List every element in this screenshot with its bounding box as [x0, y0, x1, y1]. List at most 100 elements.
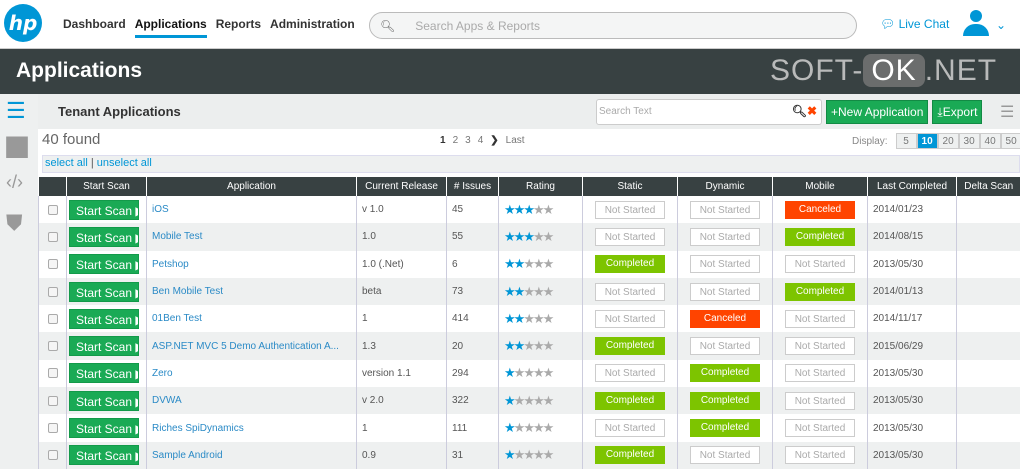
static-status[interactable]: Not Started — [595, 309, 665, 328]
column-header-mobile[interactable]: Mobile — [772, 177, 868, 196]
application-link[interactable]: 01Ben Test — [146, 305, 357, 333]
static-status[interactable]: Completed — [595, 337, 665, 356]
row-checkbox[interactable] — [47, 450, 58, 461]
text-search-input[interactable]: Search Text 🔍︎✖ — [596, 99, 822, 125]
mobile-status[interactable]: Canceled — [785, 200, 855, 219]
live-chat-link[interactable]: 💬︎ Live Chat — [880, 17, 949, 31]
page-3[interactable]: 3 — [465, 135, 471, 146]
row-checkbox[interactable] — [47, 423, 58, 434]
mobile-status[interactable]: Not Started — [785, 309, 855, 328]
column-header-static[interactable]: Static — [582, 177, 678, 196]
nav-dashboard[interactable]: Dashboard — [63, 17, 126, 31]
application-link[interactable]: DVWA — [146, 387, 357, 415]
nav-reports[interactable]: Reports — [215, 17, 262, 31]
code-file-icon[interactable]: ‹/› — [6, 172, 23, 192]
start-scan-button[interactable]: Start Scan ▶ — [69, 254, 139, 275]
static-status[interactable]: Not Started — [595, 200, 665, 219]
dynamic-status[interactable]: Not Started — [690, 200, 760, 219]
hamburger-icon[interactable]: ☰ — [1000, 104, 1015, 121]
display-10[interactable]: 10 — [916, 133, 938, 149]
static-status[interactable]: Not Started — [595, 364, 665, 383]
page-4[interactable]: 4 — [477, 135, 484, 146]
application-link[interactable]: Ben Mobile Test — [146, 277, 357, 306]
application-link[interactable]: iOS — [146, 196, 357, 224]
new-application-button[interactable]: +New Application — [826, 100, 929, 124]
column-header-start-scan[interactable]: Start Scan — [66, 177, 147, 196]
application-link[interactable]: ASP.NET MVC 5 Demo Authentication A... — [146, 332, 357, 360]
column-header-delta-scan[interactable]: Delta Scan — [956, 177, 1020, 196]
display-40[interactable]: 40 — [979, 133, 1001, 149]
start-scan-button[interactable]: Start Scan ▶ — [69, 226, 139, 247]
mobile-status[interactable]: Not Started — [785, 391, 855, 410]
shield-icon[interactable]: ⛊ — [6, 210, 23, 235]
export-button[interactable]: ⤓Export — [932, 100, 983, 124]
static-status[interactable]: Not Started — [595, 282, 665, 301]
column-header--issues[interactable]: # Issues — [446, 177, 499, 196]
start-scan-button[interactable]: Start Scan ▶ — [69, 308, 139, 329]
cubes-icon[interactable]: ⬛︎ — [6, 134, 29, 159]
static-status[interactable]: Completed — [595, 446, 665, 465]
row-checkbox[interactable] — [47, 368, 58, 379]
display-20[interactable]: 20 — [937, 133, 959, 149]
nav-applications[interactable]: Applications — [134, 17, 207, 38]
column-header-rating[interactable]: Rating — [498, 177, 583, 196]
page-2[interactable]: 2 — [452, 135, 459, 146]
row-checkbox[interactable] — [47, 341, 58, 352]
row-checkbox[interactable] — [47, 204, 58, 215]
mobile-status[interactable]: Not Started — [785, 446, 855, 465]
global-search-input[interactable]: 🔍︎ Search Apps & Reports — [369, 12, 857, 39]
dynamic-status[interactable]: Completed — [690, 391, 760, 410]
start-scan-button[interactable]: Start Scan ▶ — [69, 445, 139, 466]
dynamic-status[interactable]: Not Started — [690, 227, 760, 246]
page-1[interactable]: 1 — [440, 135, 446, 146]
start-scan-button[interactable]: Start Scan ▶ — [69, 390, 139, 411]
dynamic-status[interactable]: Completed — [690, 419, 760, 438]
start-scan-button[interactable]: Start Scan ▶ — [69, 418, 139, 439]
row-checkbox[interactable] — [47, 259, 58, 270]
dynamic-status[interactable]: Not Started — [690, 282, 760, 301]
static-status[interactable]: Completed — [595, 391, 665, 410]
mobile-status[interactable]: Not Started — [785, 337, 855, 356]
mobile-status[interactable]: Not Started — [785, 255, 855, 274]
search-icon[interactable]: 🔍︎ — [791, 104, 807, 118]
column-header-dynamic[interactable]: Dynamic — [677, 177, 773, 196]
application-link[interactable]: Petshop — [146, 250, 357, 278]
select-all-link[interactable]: select all — [45, 157, 88, 169]
display-30[interactable]: 30 — [958, 133, 980, 149]
row-checkbox[interactable] — [47, 231, 58, 242]
mobile-status[interactable]: Not Started — [785, 419, 855, 438]
application-link[interactable]: Sample Android — [146, 441, 357, 469]
display-5[interactable]: 5 — [895, 133, 917, 149]
next-page-icon[interactable]: ❯ — [490, 135, 499, 146]
start-scan-button[interactable]: Start Scan ▶ — [69, 281, 139, 302]
hp-logo[interactable]: hp — [4, 4, 42, 42]
application-link[interactable]: Mobile Test — [146, 223, 357, 251]
clear-icon[interactable]: ✖ — [806, 104, 817, 118]
application-link[interactable]: Riches SpiDynamics — [146, 414, 357, 442]
row-checkbox[interactable] — [47, 313, 58, 324]
static-status[interactable]: Completed — [595, 255, 665, 274]
application-link[interactable]: Zero — [146, 359, 357, 388]
row-checkbox[interactable] — [47, 286, 58, 297]
start-scan-button[interactable]: Start Scan ▶ — [69, 199, 139, 220]
mobile-status[interactable]: Completed — [785, 282, 855, 301]
display-50[interactable]: 50 — [1000, 133, 1020, 149]
dynamic-status[interactable]: Canceled — [690, 309, 760, 328]
mobile-status[interactable]: Not Started — [785, 364, 855, 383]
dynamic-status[interactable]: Not Started — [690, 337, 760, 356]
static-status[interactable]: Not Started — [595, 227, 665, 246]
row-checkbox[interactable] — [47, 395, 58, 406]
column-header-application[interactable]: Application — [146, 177, 357, 196]
unselect-all-link[interactable]: unselect all — [96, 157, 152, 169]
start-scan-button[interactable]: Start Scan ▶ — [69, 336, 139, 357]
static-status[interactable]: Not Started — [595, 419, 665, 438]
column-header-current-release[interactable]: Current Release — [356, 177, 447, 196]
list-icon[interactable]: ☰ — [6, 98, 26, 123]
column-header-select[interactable] — [38, 177, 67, 196]
start-scan-button[interactable]: Start Scan ▶ — [69, 363, 139, 384]
dynamic-status[interactable]: Not Started — [690, 255, 760, 274]
dynamic-status[interactable]: Completed — [690, 364, 760, 383]
mobile-status[interactable]: Completed — [785, 227, 855, 246]
last-page[interactable]: Last — [505, 135, 525, 146]
dynamic-status[interactable]: Not Started — [690, 446, 760, 465]
